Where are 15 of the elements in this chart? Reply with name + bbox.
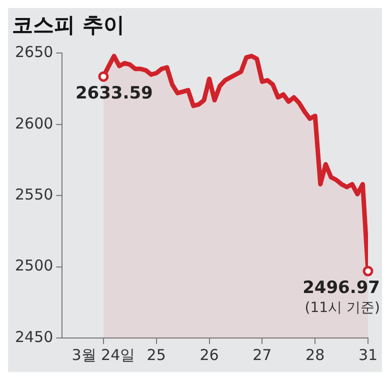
annotation: (11시 기준) [304, 300, 380, 316]
x-tick-label: 3월 24일 [72, 346, 136, 364]
chart-title: 코스피 추이 [12, 13, 124, 38]
x-tick-label: 28 [306, 346, 325, 364]
x-tick-label: 31 [358, 346, 378, 364]
y-tick-label: 2450 [14, 328, 54, 346]
y-tick-label: 2600 [14, 114, 54, 132]
annotation: 2633.59 [75, 83, 153, 104]
annotation: 2496.97 [302, 278, 380, 298]
y-tick-label: 2550 [14, 185, 54, 204]
x-tick-label: 27 [252, 346, 272, 364]
y-tick-label: 2650 [14, 43, 54, 62]
x-tick-label: 26 [200, 346, 219, 364]
y-tick-label: 2500 [14, 256, 54, 275]
x-tick-label: 25 [146, 346, 166, 364]
